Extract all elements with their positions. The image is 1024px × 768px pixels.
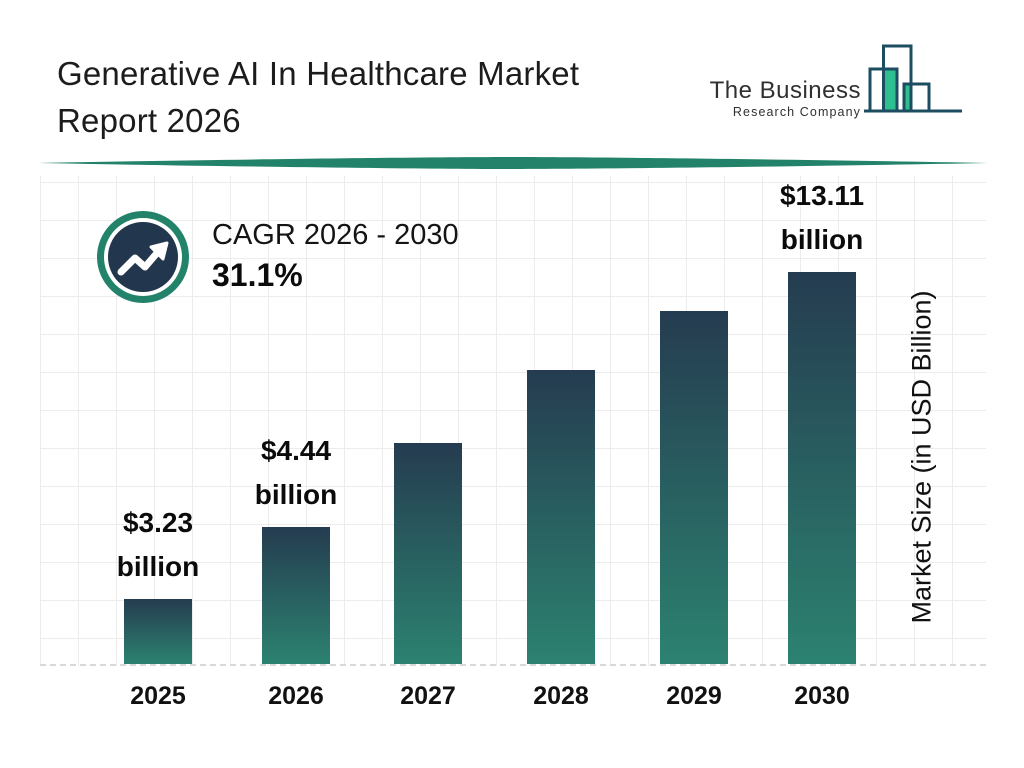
cagr-value: 31.1% [212,257,303,293]
x-axis-label-2027: 2027 [400,682,456,710]
cagr-block: CAGR 2026 - 2030 31.1% [212,216,459,296]
company-name: The Business [709,77,861,104]
page-title-line-2: Report 2026 [57,102,241,139]
x-axis-label-2029: 2029 [666,682,722,710]
trend-up-icon [95,209,191,310]
page-title: Generative AI In Healthcare Market Repor… [57,50,717,144]
y-axis-label: Market Size (in USD Billion) [906,290,937,624]
company-subtitle: Research Company [732,105,861,119]
cagr-label: CAGR 2026 - 2030 [212,219,459,251]
x-axis-label-2026: 2026 [268,682,324,710]
x-axis-label-2025: 2025 [130,682,186,710]
bar-chart-logo-icon [864,44,964,121]
company-logo-text: The Business Research Company [710,78,861,120]
divider-line [38,156,988,174]
company-logo: The Business Research Company [710,44,964,121]
page-title-line-1: Generative AI In Healthcare Market [57,55,580,92]
x-axis-label-2030: 2030 [794,682,850,710]
x-axis-label-2028: 2028 [533,682,589,710]
